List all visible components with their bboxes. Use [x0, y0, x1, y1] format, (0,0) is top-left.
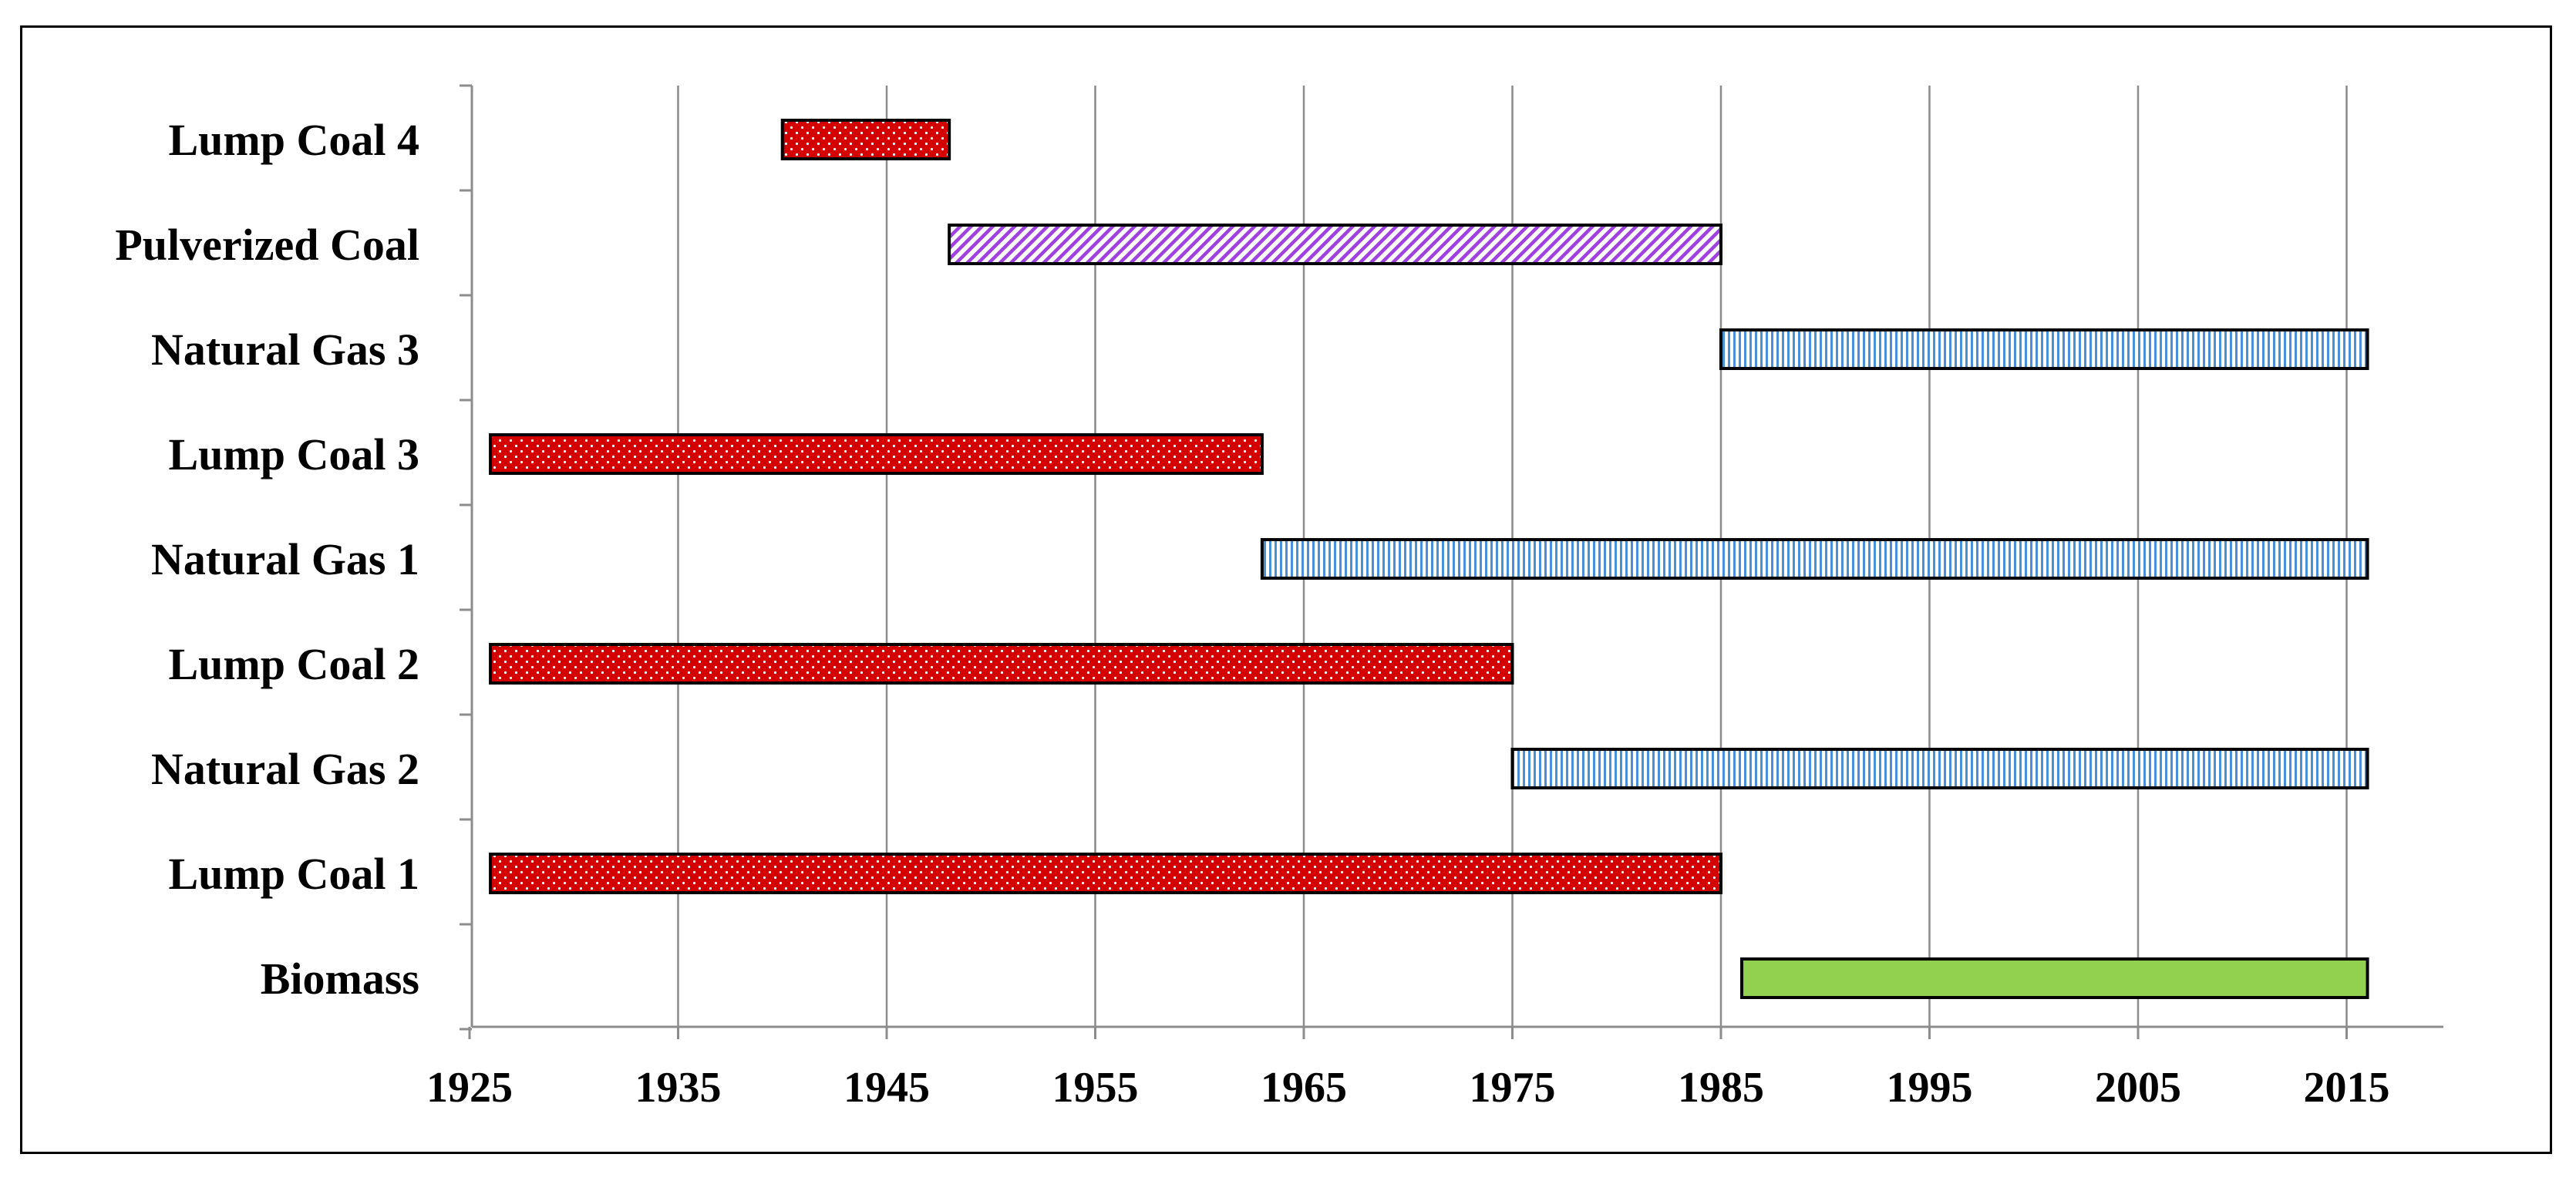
x-tick-label-1945: 1945	[844, 1064, 930, 1112]
range-bar-natural-gas-1	[1260, 538, 2369, 580]
category-label: Lump Coal 3	[168, 429, 419, 479]
range-bar-natural-gas-2	[1510, 748, 2369, 789]
x-tick-label-1985: 1985	[1678, 1064, 1764, 1112]
x-tick-label-1975: 1975	[1470, 1064, 1556, 1112]
bar-layer	[489, 119, 2369, 999]
x-tick-label-1995: 1995	[1887, 1064, 1973, 1112]
x-tick-label-2015: 2015	[2304, 1064, 2390, 1112]
x-tick-label-2005: 2005	[2095, 1064, 2181, 1112]
x-tick-label-1965: 1965	[1261, 1064, 1347, 1112]
chart-frame: 1925 1935 1945 1955 1965 1975 1985 1995 2005 2015…	[20, 25, 2552, 1154]
range-bar-lump-coal-4	[780, 119, 951, 160]
axis-layer	[460, 84, 2443, 1039]
timeline-chart: 1925 1935 1945 1955 1965 1975 1985 1995 2005 2015…	[115, 84, 2443, 1112]
category-label: Lump Coal 2	[168, 639, 419, 689]
category-label: Natural Gas 1	[151, 534, 419, 584]
label-layer: 1925 1935 1945 1955 1965 1975 1985 1995 2005 2015…	[115, 115, 2389, 1112]
x-tick-label-1935: 1935	[635, 1064, 722, 1112]
range-bar-lump-coal-3	[489, 433, 1264, 475]
category-label: Natural Gas 2	[151, 744, 419, 794]
range-bar-biomass	[1740, 957, 2369, 999]
x-tick-label-1925: 1925	[426, 1064, 513, 1112]
category-label: Pulverized Coal	[115, 220, 419, 270]
x-tick-label-1955: 1955	[1052, 1064, 1139, 1112]
category-label: Lump Coal 4	[168, 115, 419, 165]
range-bar-natural-gas-3	[1719, 328, 2369, 370]
category-label: Natural Gas 3	[151, 325, 419, 375]
category-label: Lump Coal 1	[168, 849, 419, 899]
range-bar-lump-coal-1	[489, 853, 1722, 894]
range-bar-lump-coal-2	[489, 643, 1514, 685]
category-label: Biomass	[261, 954, 419, 1004]
range-bar-pulverized-coal	[948, 224, 1722, 265]
